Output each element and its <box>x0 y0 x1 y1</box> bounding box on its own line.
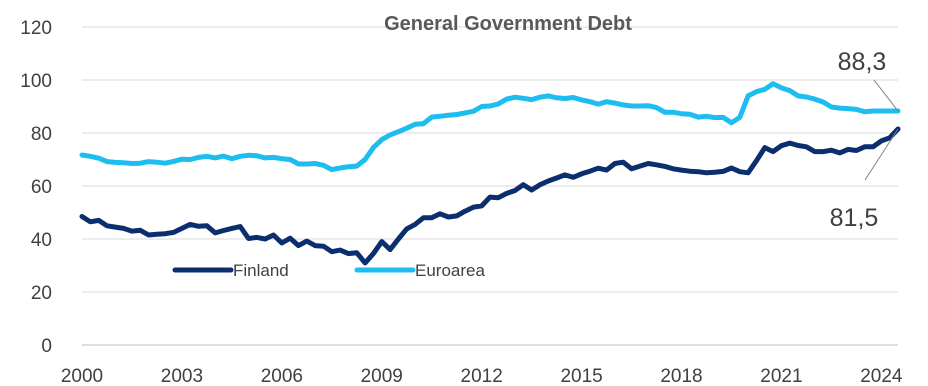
chart-title: General Government Debt <box>384 13 632 35</box>
gridlines <box>82 26 898 346</box>
y-tick-label: 60 <box>31 177 52 198</box>
x-tick-label: 2018 <box>660 366 702 386</box>
series-lines <box>79 81 901 266</box>
legend: Finland Euroarea <box>172 261 485 280</box>
y-tick-label: 40 <box>31 230 52 251</box>
annotation-label-euroarea: 88,3 <box>838 48 887 76</box>
y-tick-label: 0 <box>41 336 52 357</box>
y-tick-label: 80 <box>31 124 52 145</box>
y-tick-label: 120 <box>20 18 52 39</box>
x-axis-ticks: 2000 2003 2006 2009 2012 2015 2018 2021 2024 <box>61 366 903 386</box>
legend-label-finland: Finland <box>233 261 289 280</box>
x-tick-label: 2003 <box>161 366 203 386</box>
annotation-leader-line <box>864 128 899 181</box>
annotation-label-finland: 81,5 <box>830 204 879 232</box>
y-tick-label: 20 <box>31 283 52 304</box>
y-tick-label: 100 <box>20 71 52 92</box>
series-line-euroarea <box>79 81 901 173</box>
x-tick-label: 2015 <box>560 366 602 386</box>
x-tick-label: 2000 <box>61 366 103 386</box>
legend-label-euroarea: Euroarea <box>415 261 485 280</box>
y-axis-ticks: 0 20 40 60 80 100 120 <box>20 18 52 357</box>
annotation-leader-line <box>873 79 899 112</box>
x-tick-label: 2009 <box>361 366 403 386</box>
series-line-finland <box>79 126 901 266</box>
x-tick-label: 2012 <box>461 366 503 386</box>
x-tick-label: 2024 <box>860 366 903 386</box>
value-annotations: 88,3 81,5 <box>830 48 899 232</box>
x-tick-label: 2021 <box>760 366 802 386</box>
x-tick-label: 2006 <box>261 366 303 386</box>
